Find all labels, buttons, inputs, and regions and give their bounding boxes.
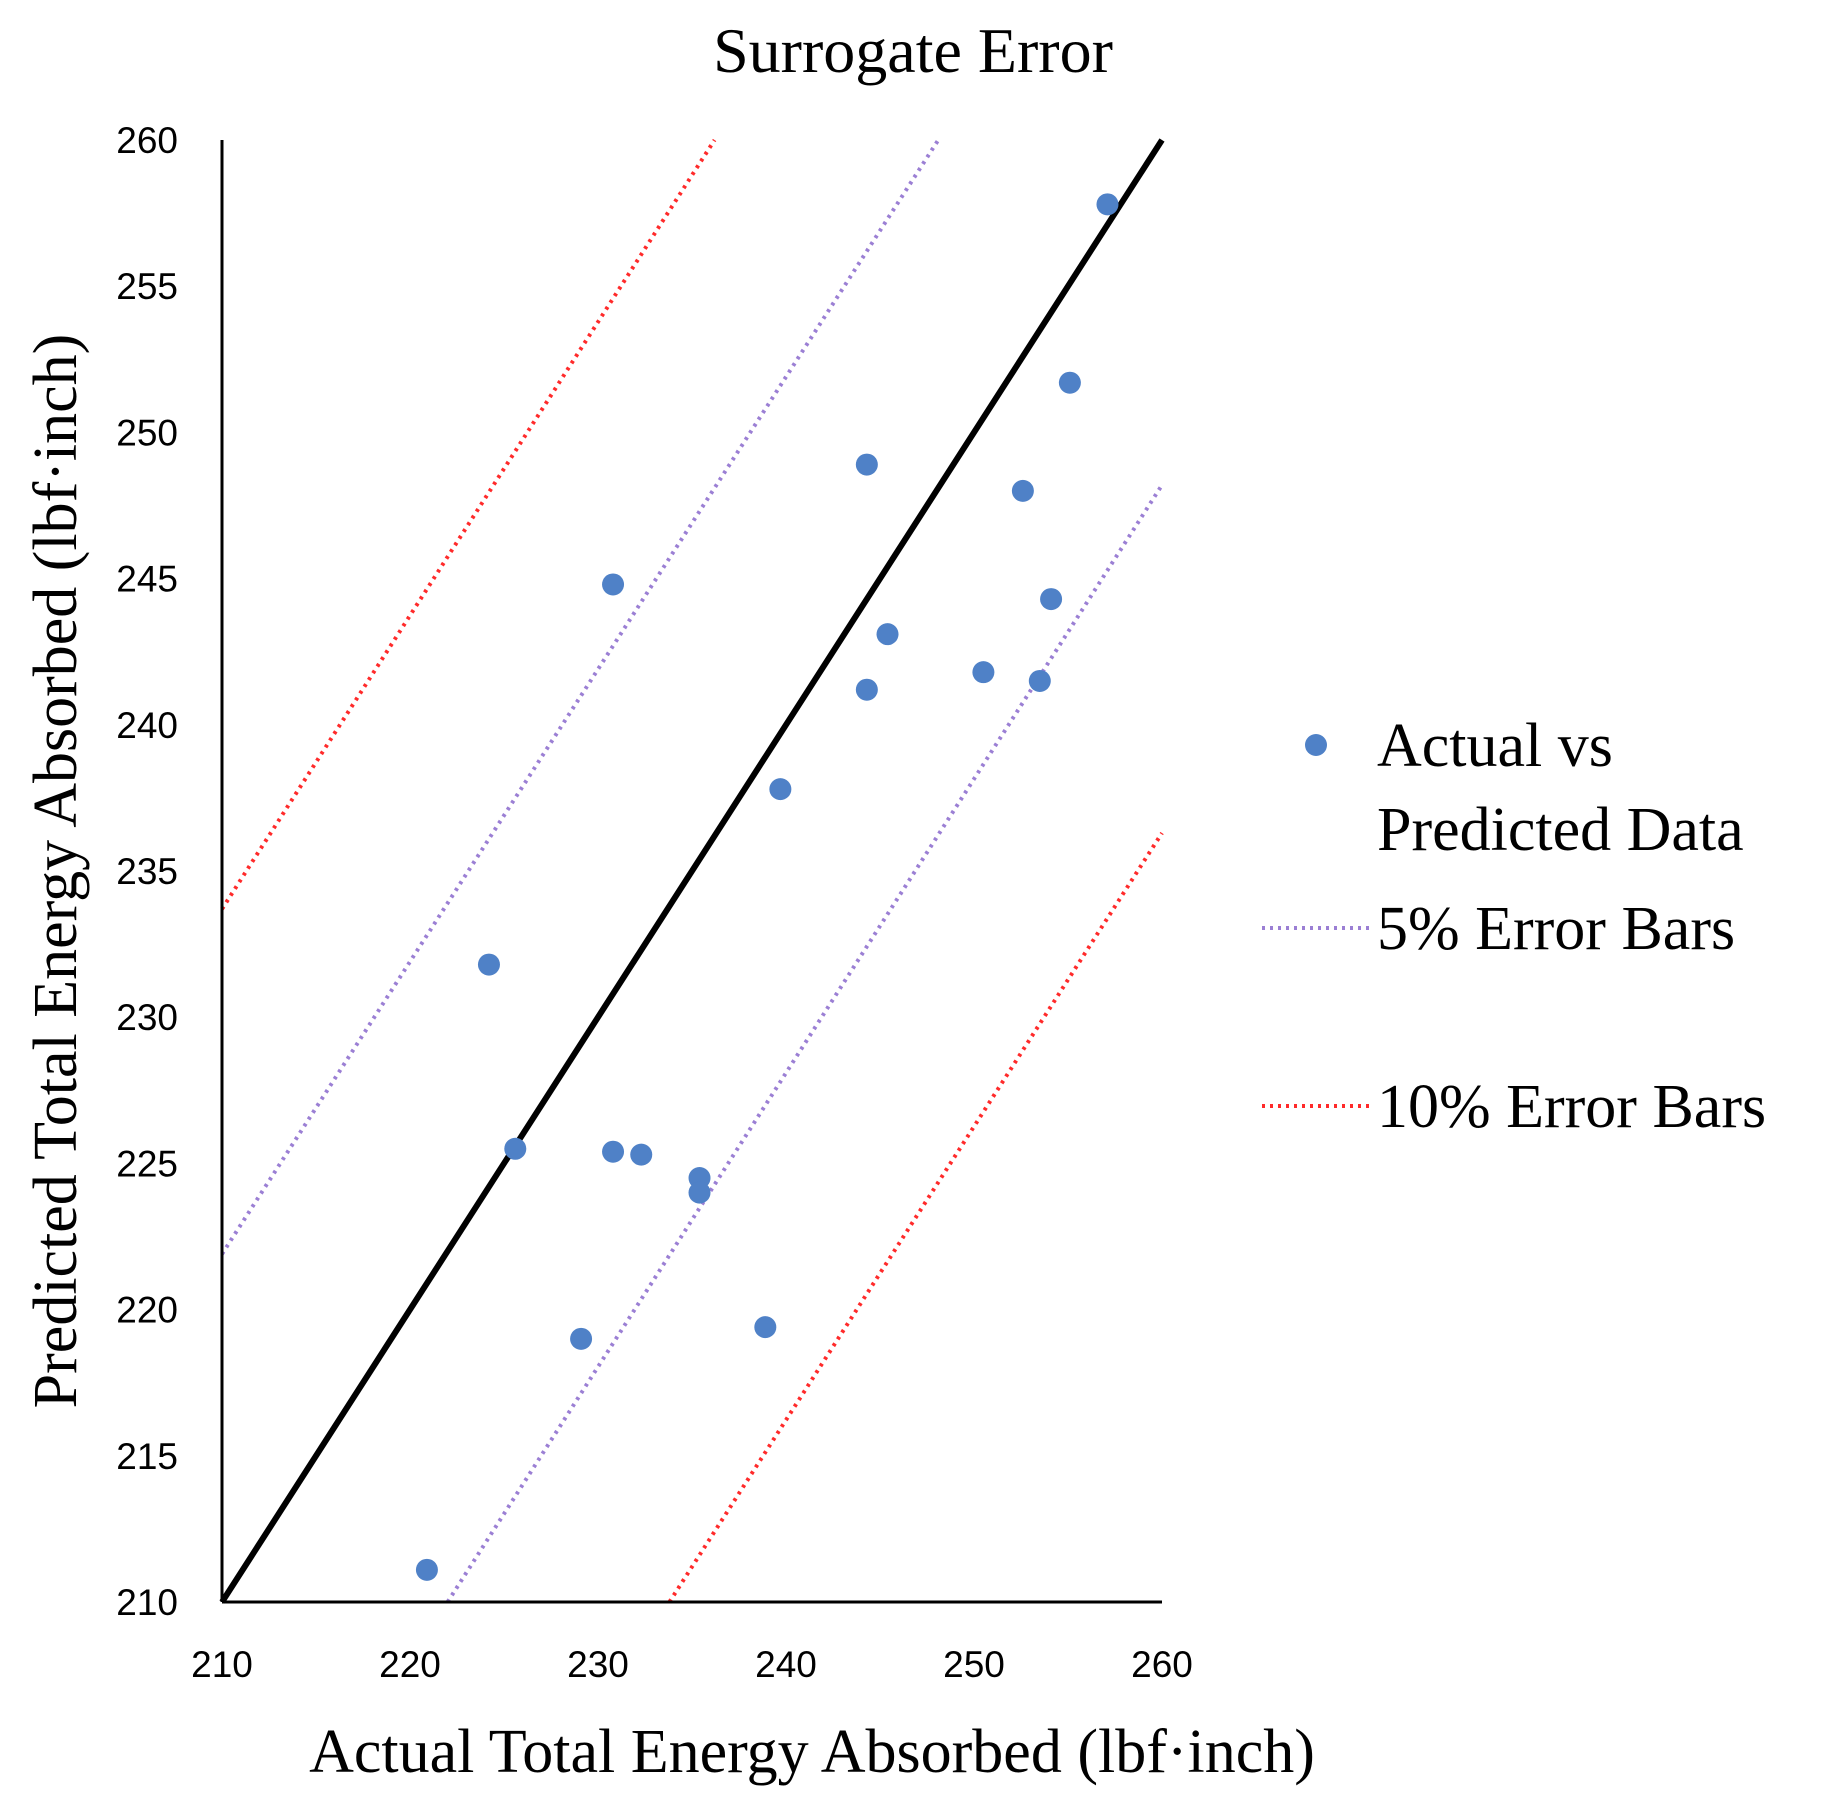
data-point — [876, 623, 899, 646]
y-tick-label: 240 — [116, 705, 178, 746]
legend: Actual vs Predicted Data 5% Error Bars 1… — [1262, 712, 1766, 1141]
x-tick-label: 210 — [191, 1644, 253, 1685]
error-line-10pct — [220, 138, 717, 911]
chart-title: Surrogate Error — [713, 15, 1113, 86]
data-point — [769, 778, 792, 801]
error-line-10pct — [667, 831, 1164, 1604]
y-tick-label: 255 — [116, 266, 178, 307]
data-point — [602, 1140, 625, 1163]
data-point — [630, 1143, 653, 1166]
data-point — [477, 953, 500, 976]
data-point — [602, 573, 625, 596]
x-tick-label: 260 — [1131, 1644, 1193, 1685]
data-point — [504, 1137, 527, 1160]
data-point — [415, 1558, 438, 1581]
y-tick-label: 230 — [116, 997, 178, 1038]
y-tick-label: 250 — [116, 412, 178, 453]
reference-line — [219, 138, 1165, 1604]
data-point — [1028, 669, 1051, 692]
data-point — [1058, 371, 1081, 394]
x-tick-label: 240 — [755, 1644, 817, 1685]
x-tick-label: 230 — [567, 1644, 629, 1685]
data-point — [688, 1181, 711, 1204]
y-tick-label: 210 — [116, 1582, 178, 1623]
y-tick-label: 260 — [116, 120, 178, 161]
y-tick-label: 225 — [116, 1143, 178, 1184]
legend-label-10pct: 10% Error Bars — [1377, 1073, 1766, 1141]
y-tick-label: 220 — [116, 1290, 178, 1331]
data-point — [1040, 588, 1063, 611]
y-axis-label: Predicted Total Energy Absorbed (lbf·inc… — [22, 334, 90, 1409]
error-line-5pct — [220, 138, 940, 1256]
data-point — [855, 678, 878, 701]
x-axis-label: Actual Total Energy Absorbed (lbf·inch) — [309, 1718, 1315, 1786]
data-point — [972, 661, 995, 684]
y-tick-labels: 210 215 220 225 230 235 240 245 250 255 260 — [116, 120, 178, 1623]
data-point — [570, 1327, 593, 1350]
x-tick-label: 250 — [943, 1644, 1005, 1685]
data-point — [855, 453, 878, 476]
data-point — [1096, 193, 1119, 216]
data-point — [754, 1316, 777, 1339]
y-tick-label: 215 — [116, 1436, 178, 1477]
legend-marker-points — [1305, 734, 1327, 756]
data-points — [415, 193, 1119, 1581]
x-tick-labels: 210 220 230 240 250 260 — [191, 1644, 1193, 1685]
legend-label-points-line1: Actual vs — [1377, 712, 1613, 780]
legend-label-points-line2: Predicted Data — [1377, 796, 1744, 864]
error-line-5pct — [445, 483, 1164, 1604]
x-tick-label: 220 — [379, 1644, 441, 1685]
y-tick-label: 235 — [116, 851, 178, 892]
y-tick-label: 245 — [116, 559, 178, 600]
data-point — [1011, 479, 1034, 502]
legend-label-5pct: 5% Error Bars — [1377, 895, 1735, 963]
error-lines — [219, 138, 1165, 1604]
